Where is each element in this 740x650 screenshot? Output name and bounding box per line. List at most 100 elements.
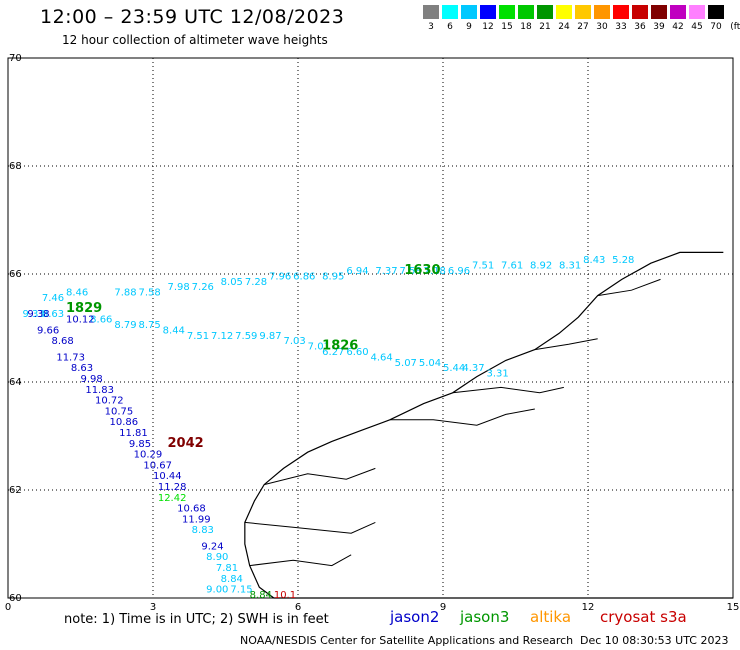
- wave-height-label: 6.96: [448, 266, 470, 277]
- fjord-segment: [452, 386, 564, 394]
- wave-height-label: 8.63: [71, 363, 93, 374]
- wave-height-label: 7.26: [192, 282, 214, 293]
- satellite-tracks: 9.337.46 8.46 7.88 7.58 7.98 7.26 8.05 7.28 7.96…: [23, 255, 635, 601]
- wave-height-label: 6.60: [346, 347, 368, 358]
- y-tick-label: 66: [9, 269, 22, 280]
- page-subtitle: 12 hour collection of altimeter wave hei…: [62, 33, 328, 47]
- legend-label: 39: [653, 22, 665, 32]
- pass-id-label: 1630: [404, 263, 440, 278]
- legend-label: 27: [577, 22, 589, 32]
- wave-height-label: 7.88: [114, 288, 136, 299]
- wave-height-label: 9.98: [81, 374, 103, 385]
- legend-swatch: [518, 5, 534, 19]
- legend-label: 36: [634, 22, 646, 32]
- legend-swatch: [689, 5, 705, 19]
- map-grid: [8, 58, 733, 598]
- coastline-segment: [244, 251, 733, 599]
- pass-id-label: 1826: [322, 339, 358, 354]
- wave-height-label: 11.83: [85, 385, 114, 396]
- wave-height-label: 5.44: [443, 363, 465, 374]
- legend-label: 45: [691, 22, 703, 32]
- wave-height-label: 9.38: [27, 309, 49, 320]
- legend-label: 30: [596, 22, 608, 32]
- wave-height-label: 9.85: [129, 439, 151, 450]
- wave-height-label: 8.92: [530, 261, 552, 272]
- wave-height-label: 10.67: [143, 460, 172, 471]
- generation-timestamp: Dec 10 08:30:53 UTC 2023: [580, 634, 729, 647]
- wave-height-label: 6.94: [346, 266, 368, 277]
- wave-height-label: 7.03: [284, 336, 306, 347]
- wave-height-label: 10.44: [153, 471, 182, 482]
- y-tick-label: 62: [9, 485, 22, 496]
- y-tick-label: 60: [9, 593, 22, 604]
- wave-height-label: 7.58: [139, 288, 161, 299]
- wave-height-label: 7.46: [42, 293, 64, 304]
- wave-height-label: 8.83: [192, 525, 214, 536]
- satellite-name: jason2: [390, 608, 440, 626]
- x-tick-label: 12: [582, 602, 595, 613]
- legend-label: 15: [501, 22, 513, 32]
- wave-height-label: 8.84: [221, 574, 243, 585]
- wave-height-label: 10.12: [66, 315, 95, 326]
- pass-ids: 1829 1826 1630 2042: [66, 263, 441, 451]
- wave-height-label: 10.1: [274, 590, 296, 601]
- wave-height-label: 11.99: [182, 514, 211, 525]
- legend-unit: (ft): [730, 22, 740, 32]
- x-tick-label: 9: [440, 602, 446, 613]
- fjord-segment: [389, 408, 535, 426]
- y-tick-label: 64: [9, 377, 22, 388]
- fjord-segment: [534, 338, 598, 351]
- fjord-segment: [249, 554, 352, 567]
- wave-height-label: 8.05: [221, 277, 243, 288]
- legend-swatch: [537, 5, 553, 19]
- wave-height-label: 11.81: [119, 428, 148, 439]
- pass-id-label: 1829: [66, 301, 102, 316]
- legend-label: 21: [539, 22, 551, 32]
- fjord-segment: [244, 521, 376, 534]
- legend-label: 9: [466, 22, 472, 32]
- satellite-name: altika: [530, 608, 572, 626]
- wave-height-label: 12.42: [158, 493, 187, 504]
- wave-height-label: 7.37: [375, 266, 397, 277]
- legend-swatch: [480, 5, 496, 19]
- wave-height-label: 6.27: [322, 347, 344, 358]
- wave-height-label: 8.66: [90, 315, 112, 326]
- wave-height-label: 5.28: [612, 255, 634, 266]
- wave-height-label: 7.01: [308, 342, 330, 353]
- wave-height-label: 8.95: [322, 271, 344, 282]
- wave-height-label: 8.79: [114, 320, 136, 331]
- legend-swatch: [575, 5, 591, 19]
- legend-swatch: [651, 5, 667, 19]
- y-tick-label: 70: [9, 53, 22, 64]
- wave-height-label: 11.73: [56, 352, 85, 363]
- wave-height-label: 5.07: [395, 358, 417, 369]
- legend-swatch: [442, 5, 458, 19]
- wave-height-label: 9.66: [37, 325, 59, 336]
- wave-height-label: 10.68: [177, 504, 206, 515]
- legend-label: 42: [672, 22, 684, 32]
- wave-height-label: 3.31: [487, 369, 509, 380]
- wave-height-label: 7.18: [424, 266, 446, 277]
- wave-height-label: 8.46: [66, 288, 88, 299]
- satellite-name: jason3: [460, 608, 510, 626]
- legend-label: 70: [710, 22, 722, 32]
- wave-height-label: 5.04: [419, 358, 441, 369]
- wave-height-label: 10.75: [105, 406, 134, 417]
- wave-height-label: 10.72: [95, 396, 124, 407]
- wave-height-label: 7.12: [211, 331, 233, 342]
- wave-height-label: 10.86: [110, 417, 139, 428]
- wave-height-label: 8.75: [139, 320, 161, 331]
- satellite-name: cryosat s3a: [600, 608, 687, 626]
- wave-height-label: 7.28: [245, 277, 267, 288]
- pass-id-label: 2042: [168, 436, 204, 451]
- wave-height-label: 8.43: [583, 255, 605, 266]
- wave-height-label: 7.81: [216, 563, 238, 574]
- legend-swatch: [499, 5, 515, 19]
- wave-height-label: 7.96: [269, 271, 291, 282]
- map-frame: [7, 57, 734, 599]
- wave-height-label: 7.61: [501, 261, 523, 272]
- legend-swatch: [613, 5, 629, 19]
- wave-height-label: 8.68: [52, 336, 74, 347]
- legend-label: 6: [447, 22, 453, 32]
